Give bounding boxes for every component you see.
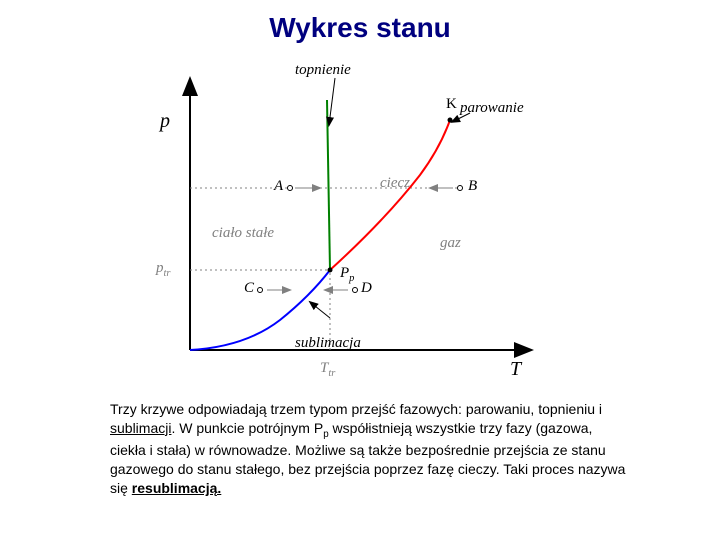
process-melting-label: topnienie	[295, 62, 351, 79]
point-A-label: A	[274, 178, 283, 195]
body-paragraph: Trzy krzywe odpowiadają trzem typom prze…	[110, 400, 630, 498]
ptr-label: ptr	[156, 260, 171, 279]
y-axis-label: p	[160, 110, 170, 133]
critical-point-label: K	[446, 96, 457, 113]
point-C-label: C	[244, 280, 254, 297]
process-vaporization-label: parowanie	[460, 100, 524, 117]
page-title: Wykres stanu	[0, 12, 720, 44]
x-axis-label: T	[510, 358, 521, 381]
region-gas-label: gaz	[440, 235, 461, 252]
triple-point-label: Pp	[340, 265, 354, 284]
region-liquid-label: ciecz	[380, 175, 410, 192]
ttr-label: Ttr	[320, 360, 335, 379]
point-D-label: D	[361, 280, 372, 297]
point-B-label: B	[468, 178, 477, 195]
phase-diagram: p T ptr Ttr Pp K A B C D ciało stałe cie…	[130, 60, 550, 390]
region-solid-label: ciało stałe	[212, 225, 274, 242]
process-sublimation-label: sublimacja	[295, 335, 361, 352]
